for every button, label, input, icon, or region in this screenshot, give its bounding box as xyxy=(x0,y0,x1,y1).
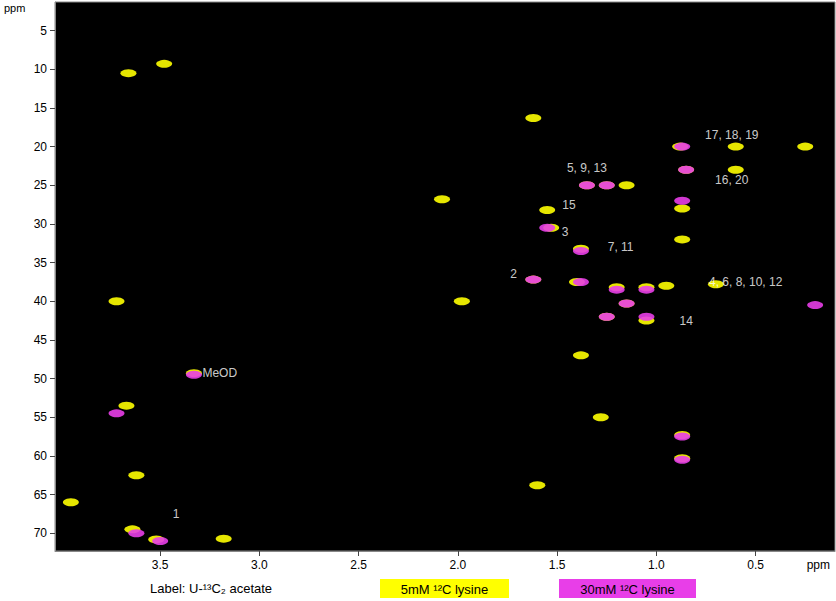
svg-text:2.5: 2.5 xyxy=(350,558,367,572)
svg-text:1.0: 1.0 xyxy=(648,558,665,572)
svg-text:4, 6, 8, 10, 12: 4, 6, 8, 10, 12 xyxy=(709,275,783,289)
svg-text:55: 55 xyxy=(34,410,48,424)
svg-text:40: 40 xyxy=(34,294,48,308)
svg-text:50: 50 xyxy=(34,372,48,386)
svg-text:0.5: 0.5 xyxy=(747,558,764,572)
svg-text:65: 65 xyxy=(34,488,48,502)
svg-text:17, 18, 19: 17, 18, 19 xyxy=(705,128,759,142)
svg-text:1.5: 1.5 xyxy=(549,558,566,572)
svg-text:2.0: 2.0 xyxy=(450,558,467,572)
svg-text:14: 14 xyxy=(679,314,693,328)
svg-text:2: 2 xyxy=(510,267,517,281)
svg-text:5: 5 xyxy=(40,24,47,38)
svg-text:25: 25 xyxy=(34,178,48,192)
svg-text:15: 15 xyxy=(34,101,48,115)
svg-text:5mM ¹²C lysine: 5mM ¹²C lysine xyxy=(401,582,488,597)
svg-text:45: 45 xyxy=(34,333,48,347)
svg-text:3.5: 3.5 xyxy=(152,558,169,572)
svg-text:5, 9, 13: 5, 9, 13 xyxy=(567,161,607,175)
svg-text:60: 60 xyxy=(34,449,48,463)
svg-text:Label: U-¹³C₂ acetate: Label: U-¹³C₂ acetate xyxy=(150,581,272,596)
svg-text:30: 30 xyxy=(34,217,48,231)
svg-text:3.0: 3.0 xyxy=(251,558,268,572)
svg-text:MeOD: MeOD xyxy=(202,366,237,380)
svg-text:7, 11: 7, 11 xyxy=(608,240,634,254)
svg-text:30mM ¹²C lysine: 30mM ¹²C lysine xyxy=(580,582,675,597)
svg-text:20: 20 xyxy=(34,140,48,154)
svg-text:70: 70 xyxy=(34,526,48,540)
svg-text:35: 35 xyxy=(34,256,48,270)
svg-text:ppm: ppm xyxy=(4,2,25,14)
svg-text:1: 1 xyxy=(173,507,180,521)
svg-text:10: 10 xyxy=(34,62,48,76)
svg-text:16, 20: 16, 20 xyxy=(715,173,749,187)
svg-text:3: 3 xyxy=(562,225,569,239)
svg-text:15: 15 xyxy=(562,198,576,212)
svg-text:ppm: ppm xyxy=(807,558,830,572)
